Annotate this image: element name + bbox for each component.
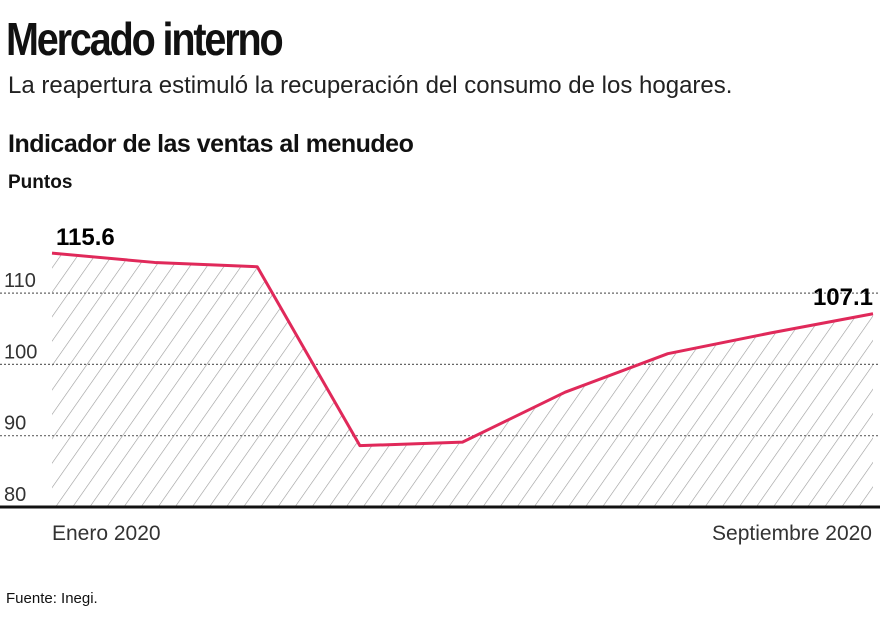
y-tick-label: 100	[4, 341, 37, 363]
area-fill	[52, 253, 873, 507]
page-title: Mercado interno	[6, 13, 284, 65]
y-tick-label: 110	[4, 270, 36, 292]
source-note: Fuente: Inegi.	[6, 590, 98, 607]
x-tick-label: Septiembre 2020	[712, 522, 872, 545]
chart-title: Indicador de las ventas al menudeo	[8, 130, 414, 158]
subtitle: La reapertura estimuló la recuperación d…	[8, 72, 733, 99]
data-label: 115.6	[56, 224, 115, 251]
y-axis-unit: Puntos	[8, 172, 73, 193]
y-tick-label: 90	[4, 413, 26, 435]
x-tick-label: Enero 2020	[52, 522, 161, 545]
y-tick-label: 80	[4, 484, 26, 506]
data-label: 107.1	[813, 284, 873, 311]
